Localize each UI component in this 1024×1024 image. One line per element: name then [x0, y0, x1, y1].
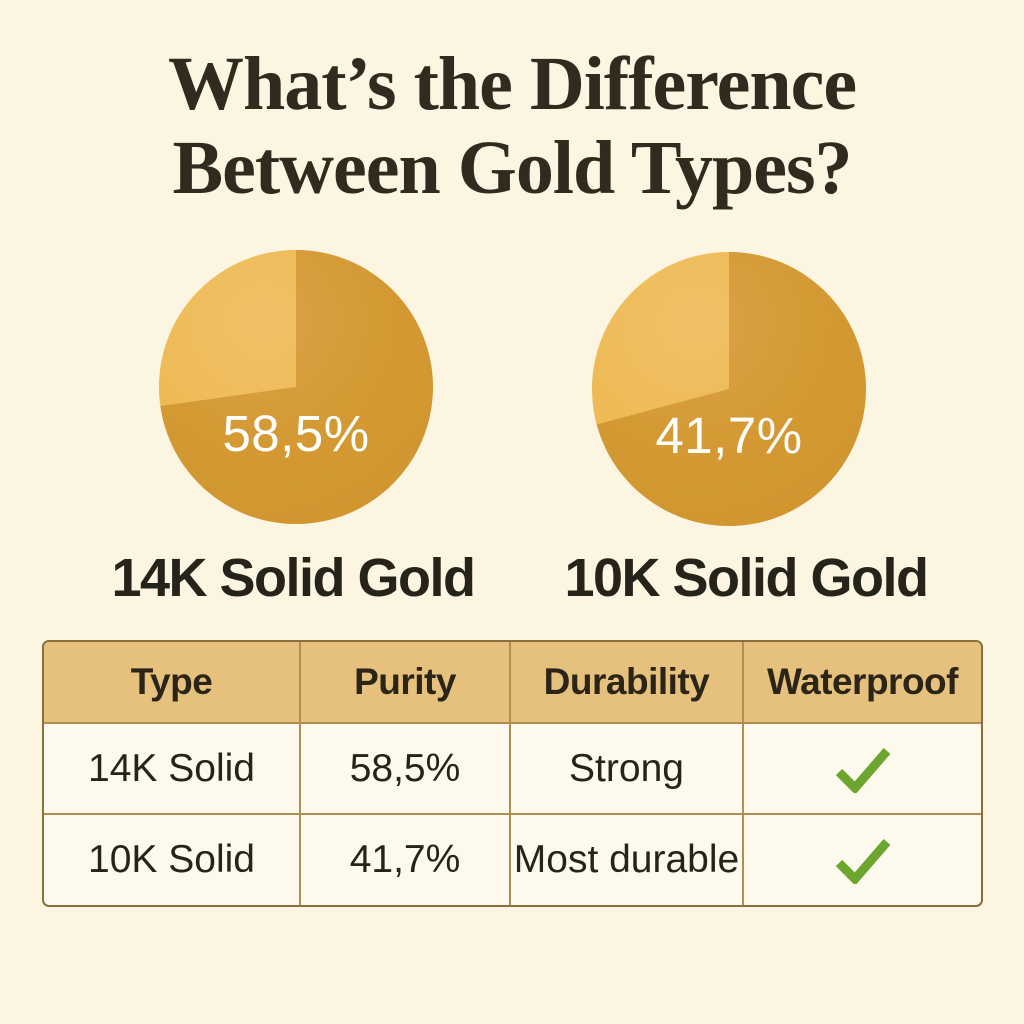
- cell-waterproof-10k: [744, 815, 981, 905]
- title-line-1: What’s the Difference: [167, 42, 857, 126]
- gold-comparison-table: Type Purity Durability Waterproof 14K So…: [42, 640, 983, 907]
- column-header-type: Type: [44, 642, 301, 724]
- pie-title-14k: 14K Solid Gold: [111, 548, 476, 608]
- cell-durability-10k: Most durable: [511, 815, 744, 905]
- pie-percentage-label-14k: 58,5%: [222, 405, 370, 462]
- pie-title-10k: 10K Solid Gold: [564, 548, 929, 608]
- column-header-waterproof: Waterproof: [744, 642, 981, 724]
- column-header-purity: Purity: [301, 642, 511, 724]
- cell-durability-14k: Strong: [511, 724, 744, 815]
- pie-percentage-label-10k: 41,7%: [655, 407, 803, 464]
- cell-purity-10k: 41,7%: [301, 815, 511, 905]
- cell-type-14k: 14K Solid: [44, 724, 301, 815]
- checkmark-icon: [835, 747, 890, 793]
- cell-purity-14k: 58,5%: [301, 724, 511, 815]
- cell-type-10k: 10K Solid: [44, 815, 301, 905]
- checkmark-icon: [835, 839, 890, 884]
- page-title: What’s the Difference Between Gold Types…: [0, 42, 1024, 210]
- pie-chart-14k-solid-gold: 58,5%: [159, 250, 433, 524]
- title-line-2: Between Gold Types?: [172, 126, 852, 210]
- pie-chart-10k-solid-gold: 41,7%: [592, 252, 866, 526]
- column-header-durability: Durability: [511, 642, 744, 724]
- cell-waterproof-14k: [744, 724, 981, 815]
